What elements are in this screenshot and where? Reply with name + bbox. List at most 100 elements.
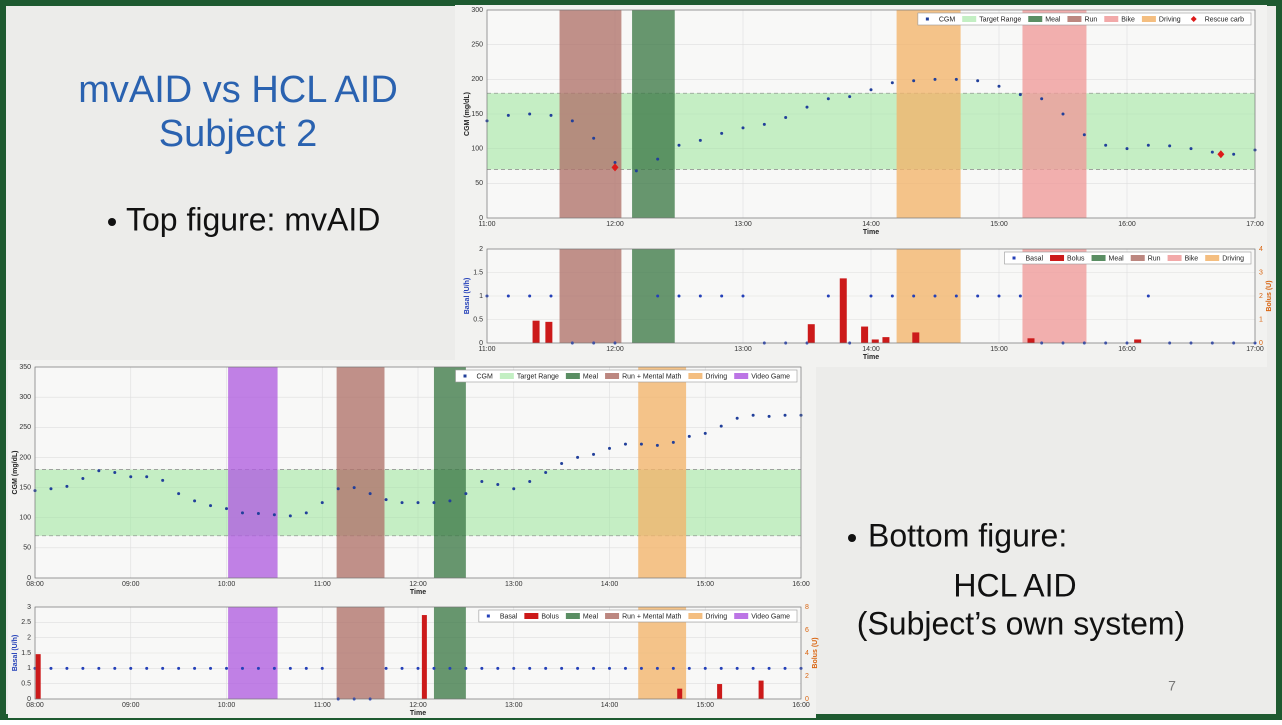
data-dot (656, 157, 660, 161)
legend-symbol (962, 16, 977, 22)
x-tick-label: 12:00 (409, 581, 427, 588)
data-dot (256, 511, 260, 515)
bolus-bar (1134, 339, 1142, 343)
legend-label: Driving (1222, 255, 1244, 262)
data-dot (464, 492, 468, 496)
legend-symbol (1104, 16, 1119, 22)
y-axis-label: CGM (mg/dL) (464, 92, 471, 136)
x-tick-label: 13:00 (505, 581, 523, 588)
legend-label: CGM (939, 16, 956, 23)
data-dot (608, 666, 611, 670)
y-axis-label: Basal (U/h) (464, 278, 471, 315)
data-dot (225, 666, 228, 670)
bolus-bar (545, 321, 553, 343)
legend-label: Driving (705, 613, 727, 620)
activity-region (433, 607, 466, 699)
legend-label: Basal (1026, 255, 1044, 262)
data-dot (1061, 112, 1065, 116)
x-tick-label: 10:00 (218, 702, 236, 709)
data-dot (1082, 133, 1086, 137)
x-tick-label: 08:00 (26, 702, 44, 709)
legend-symbol (1012, 256, 1016, 260)
data-dot (209, 666, 213, 670)
data-dot (997, 294, 1001, 298)
activity-region (896, 10, 961, 218)
data-dot (933, 77, 937, 81)
data-dot (177, 666, 181, 670)
data-dot (1040, 97, 1044, 101)
x-tick-label: 14:00 (601, 702, 619, 709)
y-tick-label: 2 (27, 635, 31, 642)
x-tick-label: 11:00 (314, 702, 331, 709)
legend-symbol (524, 613, 539, 619)
bolus-bar (1027, 338, 1035, 343)
data-dot (320, 666, 324, 670)
data-dot (1232, 152, 1236, 156)
legend-label: Meal (1045, 16, 1061, 23)
data-dot (890, 81, 894, 85)
activity-region (638, 607, 687, 699)
data-dot (225, 507, 228, 511)
data-dot (304, 511, 308, 515)
legend-symbol (688, 373, 703, 379)
slide-title: Subject 2 (159, 113, 317, 155)
data-dot (432, 666, 436, 670)
y-tick-label: 50 (23, 545, 31, 552)
data-dot (161, 666, 165, 670)
data-dot (639, 666, 643, 670)
data-dot (240, 666, 244, 670)
data-dot (1018, 294, 1022, 298)
data-dot (549, 113, 553, 117)
y-tick-label: 200 (471, 76, 483, 83)
legend-label: Basal (500, 613, 518, 620)
legend-symbol (1130, 255, 1145, 261)
data-dot (869, 88, 873, 92)
data-dot (735, 666, 739, 670)
y2-tick-label: 1 (1259, 316, 1263, 323)
legend-box (478, 609, 798, 623)
y-tick-label: 50 (475, 180, 483, 187)
data-dot (528, 294, 532, 298)
data-dot (751, 413, 755, 417)
data-dot (656, 294, 660, 298)
legend-symbol (605, 373, 620, 379)
x-tick-label: 14:00 (862, 221, 880, 228)
y2-tick-label: 0 (805, 696, 809, 703)
data-dot (193, 499, 197, 503)
rescue-carb-marker (1217, 150, 1225, 159)
data-dot (720, 131, 724, 135)
x-tick-label: 10:00 (218, 581, 236, 588)
data-dot (719, 666, 723, 670)
legend-label: Run (1148, 255, 1161, 262)
legend-symbol (1050, 255, 1065, 261)
data-dot (634, 169, 638, 173)
y-tick-label: 0 (479, 215, 483, 222)
y-tick-label: 0 (27, 575, 31, 582)
legend-symbol (734, 373, 749, 379)
bullet-text: HCL AID (953, 567, 1076, 603)
bolus-bar (807, 324, 815, 343)
data-dot (655, 443, 659, 447)
x-tick-label: 14:00 (601, 581, 619, 588)
data-dot (1168, 144, 1172, 148)
y-tick-label: 100 (19, 515, 31, 522)
data-dot (1146, 294, 1150, 298)
legend-symbol (1091, 255, 1106, 261)
data-dot (698, 138, 702, 142)
data-dot (655, 666, 659, 670)
y2-tick-label: 4 (805, 650, 809, 657)
data-dot (384, 498, 388, 502)
legend-box (917, 12, 1252, 26)
data-dot (528, 480, 532, 484)
legend-symbol (1067, 16, 1082, 22)
data-dot (677, 294, 681, 298)
x-tick-label: 11:00 (479, 221, 496, 228)
x-axis-label: Time (863, 354, 879, 361)
data-dot (506, 113, 510, 117)
data-dot (767, 414, 771, 418)
legend-symbol (1190, 16, 1197, 22)
data-dot (719, 424, 723, 428)
data-dot (1146, 143, 1150, 147)
data-dot (783, 413, 787, 417)
bolus-bar (839, 278, 847, 343)
